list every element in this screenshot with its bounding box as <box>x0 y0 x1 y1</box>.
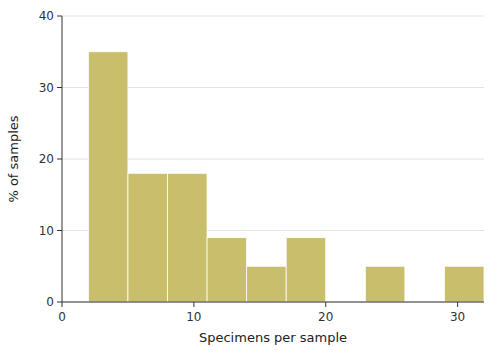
y-tick-label: 20 <box>39 152 54 166</box>
grid-line <box>62 302 484 303</box>
grid <box>62 16 484 302</box>
y-axis-label: % of samples <box>6 115 21 202</box>
x-tick <box>325 302 326 307</box>
x-tick-label: 10 <box>186 310 201 324</box>
y-tick <box>57 230 62 231</box>
y-tick-label: 0 <box>46 295 54 309</box>
x-axis-label: Specimens per sample <box>199 330 347 345</box>
x-tick <box>193 302 194 307</box>
axes: 0 10 20 30 0 10 20 30 40 <box>39 9 484 324</box>
x-tick-label: 20 <box>318 310 333 324</box>
y-tick <box>57 159 62 160</box>
bar <box>207 238 247 302</box>
x-tick <box>62 302 63 307</box>
x-tick-label: 0 <box>58 310 66 324</box>
y-tick-label: 40 <box>39 9 54 23</box>
y-tick <box>57 302 62 303</box>
bar <box>168 173 208 302</box>
bar <box>88 52 128 302</box>
y-tick <box>57 16 62 17</box>
chart-container: 0 10 20 30 0 10 20 30 40 Specimens per sample % of… <box>0 0 500 354</box>
y-tick-label: 10 <box>39 224 54 238</box>
y-tick <box>57 87 62 88</box>
bar <box>247 266 287 302</box>
bars <box>88 52 484 302</box>
bar <box>128 173 168 302</box>
grid-line <box>62 16 484 17</box>
bar <box>286 238 326 302</box>
bar <box>365 266 405 302</box>
bar <box>444 266 484 302</box>
y-tick-label: 30 <box>39 81 54 95</box>
x-tick <box>457 302 458 307</box>
chart-svg: 0 10 20 30 0 10 20 30 40 Specimens per sample % of… <box>0 0 500 354</box>
x-tick-label: 30 <box>450 310 465 324</box>
x-axis-line <box>62 302 484 303</box>
